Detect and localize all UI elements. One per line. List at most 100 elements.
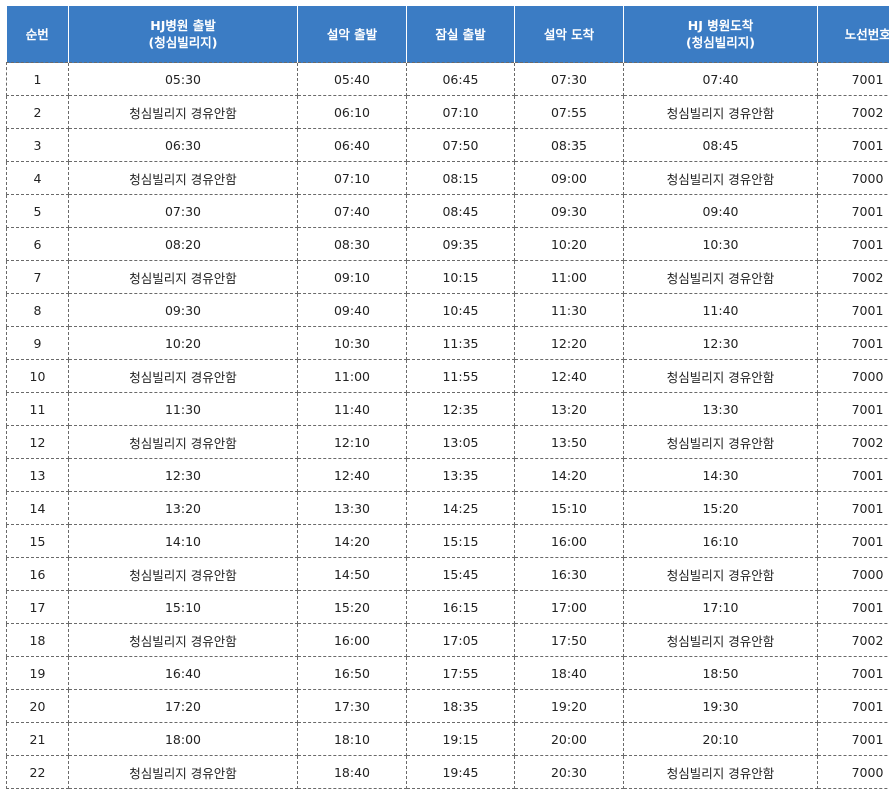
route-number-cell: 7000 bbox=[817, 557, 889, 591]
jamsil-departure-cell: 16:15 bbox=[406, 590, 515, 624]
seq-cell: 9 bbox=[6, 326, 69, 360]
seorak-arrival-cell: 08:35 bbox=[514, 128, 624, 162]
header-route-number: 노선번호 bbox=[817, 6, 889, 63]
seq-cell: 3 bbox=[6, 128, 69, 162]
header-jamsil-departure: 잠실 출발 bbox=[406, 6, 515, 63]
seq-cell: 14 bbox=[6, 491, 69, 525]
seq-cell: 15 bbox=[6, 524, 69, 558]
route-number-cell: 7000 bbox=[817, 359, 889, 393]
shuttle-timetable: 순번 HJ병원 출발 (청심빌리지) 설악 출발 잠실 출발 설악 도착 HJ 병원도착 (청… bbox=[6, 6, 889, 789]
seq-cell: 17 bbox=[6, 590, 69, 624]
jamsil-departure-cell: 10:15 bbox=[406, 260, 515, 294]
route-number-cell: 7001 bbox=[817, 194, 889, 228]
seorak-arrival-cell: 20:30 bbox=[514, 755, 624, 789]
hj-arrival-cell: 07:40 bbox=[623, 62, 818, 96]
seorak-departure-cell: 13:30 bbox=[297, 491, 407, 525]
seq-cell: 4 bbox=[6, 161, 69, 195]
seorak-departure-cell: 06:40 bbox=[297, 128, 407, 162]
seorak-arrival-cell: 12:20 bbox=[514, 326, 624, 360]
header-hj-arrival-line: (청심빌리지) bbox=[686, 35, 755, 50]
hj-arrival-cell: 청심빌리지 경유안함 bbox=[623, 755, 818, 789]
hj-arrival-cell: 청심빌리지 경유안함 bbox=[623, 425, 818, 459]
seq-cell: 11 bbox=[6, 392, 69, 426]
seorak-departure-cell: 12:40 bbox=[297, 458, 407, 492]
table-row: 18 청심빌리지 경유안함 16:00 17:05 17:50 청심빌리지 경유안함 700… bbox=[6, 623, 889, 657]
jamsil-departure-cell: 19:15 bbox=[406, 722, 515, 756]
hj-arrival-cell: 청심빌리지 경유안함 bbox=[623, 623, 818, 657]
jamsil-departure-cell: 15:45 bbox=[406, 557, 515, 591]
hj-arrival-cell: 18:50 bbox=[623, 656, 818, 690]
route-number-cell: 7001 bbox=[817, 62, 889, 96]
seq-cell: 13 bbox=[6, 458, 69, 492]
hj-arrival-cell: 청심빌리지 경유안함 bbox=[623, 95, 818, 129]
hj-departure-cell: 17:20 bbox=[68, 689, 298, 723]
seorak-arrival-cell: 20:00 bbox=[514, 722, 624, 756]
table-row: 15 14:10 14:20 15:15 16:00 16:10 7001 bbox=[6, 524, 889, 558]
seorak-departure-cell: 18:40 bbox=[297, 755, 407, 789]
seorak-departure-cell: 09:40 bbox=[297, 293, 407, 327]
seorak-departure-cell: 09:10 bbox=[297, 260, 407, 294]
hj-arrival-cell: 청심빌리지 경유안함 bbox=[623, 359, 818, 393]
seorak-arrival-cell: 09:00 bbox=[514, 161, 624, 195]
header-jamsil-departure-line: 잠실 출발 bbox=[435, 26, 486, 42]
hj-arrival-cell: 20:10 bbox=[623, 722, 818, 756]
hj-departure-cell: 09:30 bbox=[68, 293, 298, 327]
seorak-departure-cell: 07:10 bbox=[297, 161, 407, 195]
route-number-cell: 7001 bbox=[817, 392, 889, 426]
hj-departure-cell: 청심빌리지 경유안함 bbox=[68, 260, 298, 294]
seorak-departure-cell: 11:00 bbox=[297, 359, 407, 393]
seorak-arrival-cell: 15:10 bbox=[514, 491, 624, 525]
hj-arrival-cell: 청심빌리지 경유안함 bbox=[623, 161, 818, 195]
hj-arrival-cell: 09:40 bbox=[623, 194, 818, 228]
seorak-departure-cell: 07:40 bbox=[297, 194, 407, 228]
seorak-departure-cell: 18:10 bbox=[297, 722, 407, 756]
table-row: 21 18:00 18:10 19:15 20:00 20:10 7001 bbox=[6, 722, 889, 756]
hj-departure-cell: 15:10 bbox=[68, 590, 298, 624]
route-number-cell: 7001 bbox=[817, 128, 889, 162]
hj-departure-cell: 청심빌리지 경유안함 bbox=[68, 557, 298, 591]
jamsil-departure-cell: 12:35 bbox=[406, 392, 515, 426]
table-row: 17 15:10 15:20 16:15 17:00 17:10 7001 bbox=[6, 590, 889, 624]
table-row: 14 13:20 13:30 14:25 15:10 15:20 7001 bbox=[6, 491, 889, 525]
seorak-arrival-cell: 14:20 bbox=[514, 458, 624, 492]
hj-departure-cell: 13:20 bbox=[68, 491, 298, 525]
seorak-arrival-cell: 16:00 bbox=[514, 524, 624, 558]
route-number-cell: 7001 bbox=[817, 458, 889, 492]
header-seq-line: 순번 bbox=[25, 26, 49, 42]
jamsil-departure-cell: 07:50 bbox=[406, 128, 515, 162]
table-row: 5 07:30 07:40 08:45 09:30 09:40 7001 bbox=[6, 194, 889, 228]
hj-departure-cell: 청심빌리지 경유안함 bbox=[68, 755, 298, 789]
table-row: 4 청심빌리지 경유안함 07:10 08:15 09:00 청심빌리지 경유안함 7000 bbox=[6, 161, 889, 195]
seq-cell: 2 bbox=[6, 95, 69, 129]
hj-departure-cell: 12:30 bbox=[68, 458, 298, 492]
seorak-departure-cell: 12:10 bbox=[297, 425, 407, 459]
seorak-departure-cell: 06:10 bbox=[297, 95, 407, 129]
table-row: 1 05:30 05:40 06:45 07:30 07:40 7001 bbox=[6, 62, 889, 96]
hj-departure-cell: 청심빌리지 경유안함 bbox=[68, 425, 298, 459]
table-row: 22 청심빌리지 경유안함 18:40 19:45 20:30 청심빌리지 경유안함 700… bbox=[6, 755, 889, 789]
hj-arrival-cell: 17:10 bbox=[623, 590, 818, 624]
jamsil-departure-cell: 13:05 bbox=[406, 425, 515, 459]
timetable-container: 순번 HJ병원 출발 (청심빌리지) 설악 출발 잠실 출발 설악 도착 HJ 병원도착 (청… bbox=[6, 6, 889, 789]
hj-departure-cell: 청심빌리지 경유안함 bbox=[68, 95, 298, 129]
seq-cell: 20 bbox=[6, 689, 69, 723]
table-row: 16 청심빌리지 경유안함 14:50 15:45 16:30 청심빌리지 경유안함 700… bbox=[6, 557, 889, 591]
seorak-departure-cell: 08:30 bbox=[297, 227, 407, 261]
table-row: 7 청심빌리지 경유안함 09:10 10:15 11:00 청심빌리지 경유안함 7002 bbox=[6, 260, 889, 294]
jamsil-departure-cell: 17:05 bbox=[406, 623, 515, 657]
seorak-arrival-cell: 11:00 bbox=[514, 260, 624, 294]
seorak-departure-cell: 17:30 bbox=[297, 689, 407, 723]
seq-cell: 21 bbox=[6, 722, 69, 756]
hj-arrival-cell: 11:40 bbox=[623, 293, 818, 327]
header-hj-arrival: HJ 병원도착 (청심빌리지) bbox=[623, 6, 818, 63]
jamsil-departure-cell: 17:55 bbox=[406, 656, 515, 690]
route-number-cell: 7002 bbox=[817, 95, 889, 129]
header-hj-arrival-line: HJ 병원도착 bbox=[687, 18, 754, 33]
route-number-cell: 7002 bbox=[817, 623, 889, 657]
hj-arrival-cell: 15:20 bbox=[623, 491, 818, 525]
hj-departure-cell: 08:20 bbox=[68, 227, 298, 261]
table-row: 13 12:30 12:40 13:35 14:20 14:30 7001 bbox=[6, 458, 889, 492]
route-number-cell: 7001 bbox=[817, 722, 889, 756]
table-row: 3 06:30 06:40 07:50 08:35 08:45 7001 bbox=[6, 128, 889, 162]
seorak-arrival-cell: 10:20 bbox=[514, 227, 624, 261]
